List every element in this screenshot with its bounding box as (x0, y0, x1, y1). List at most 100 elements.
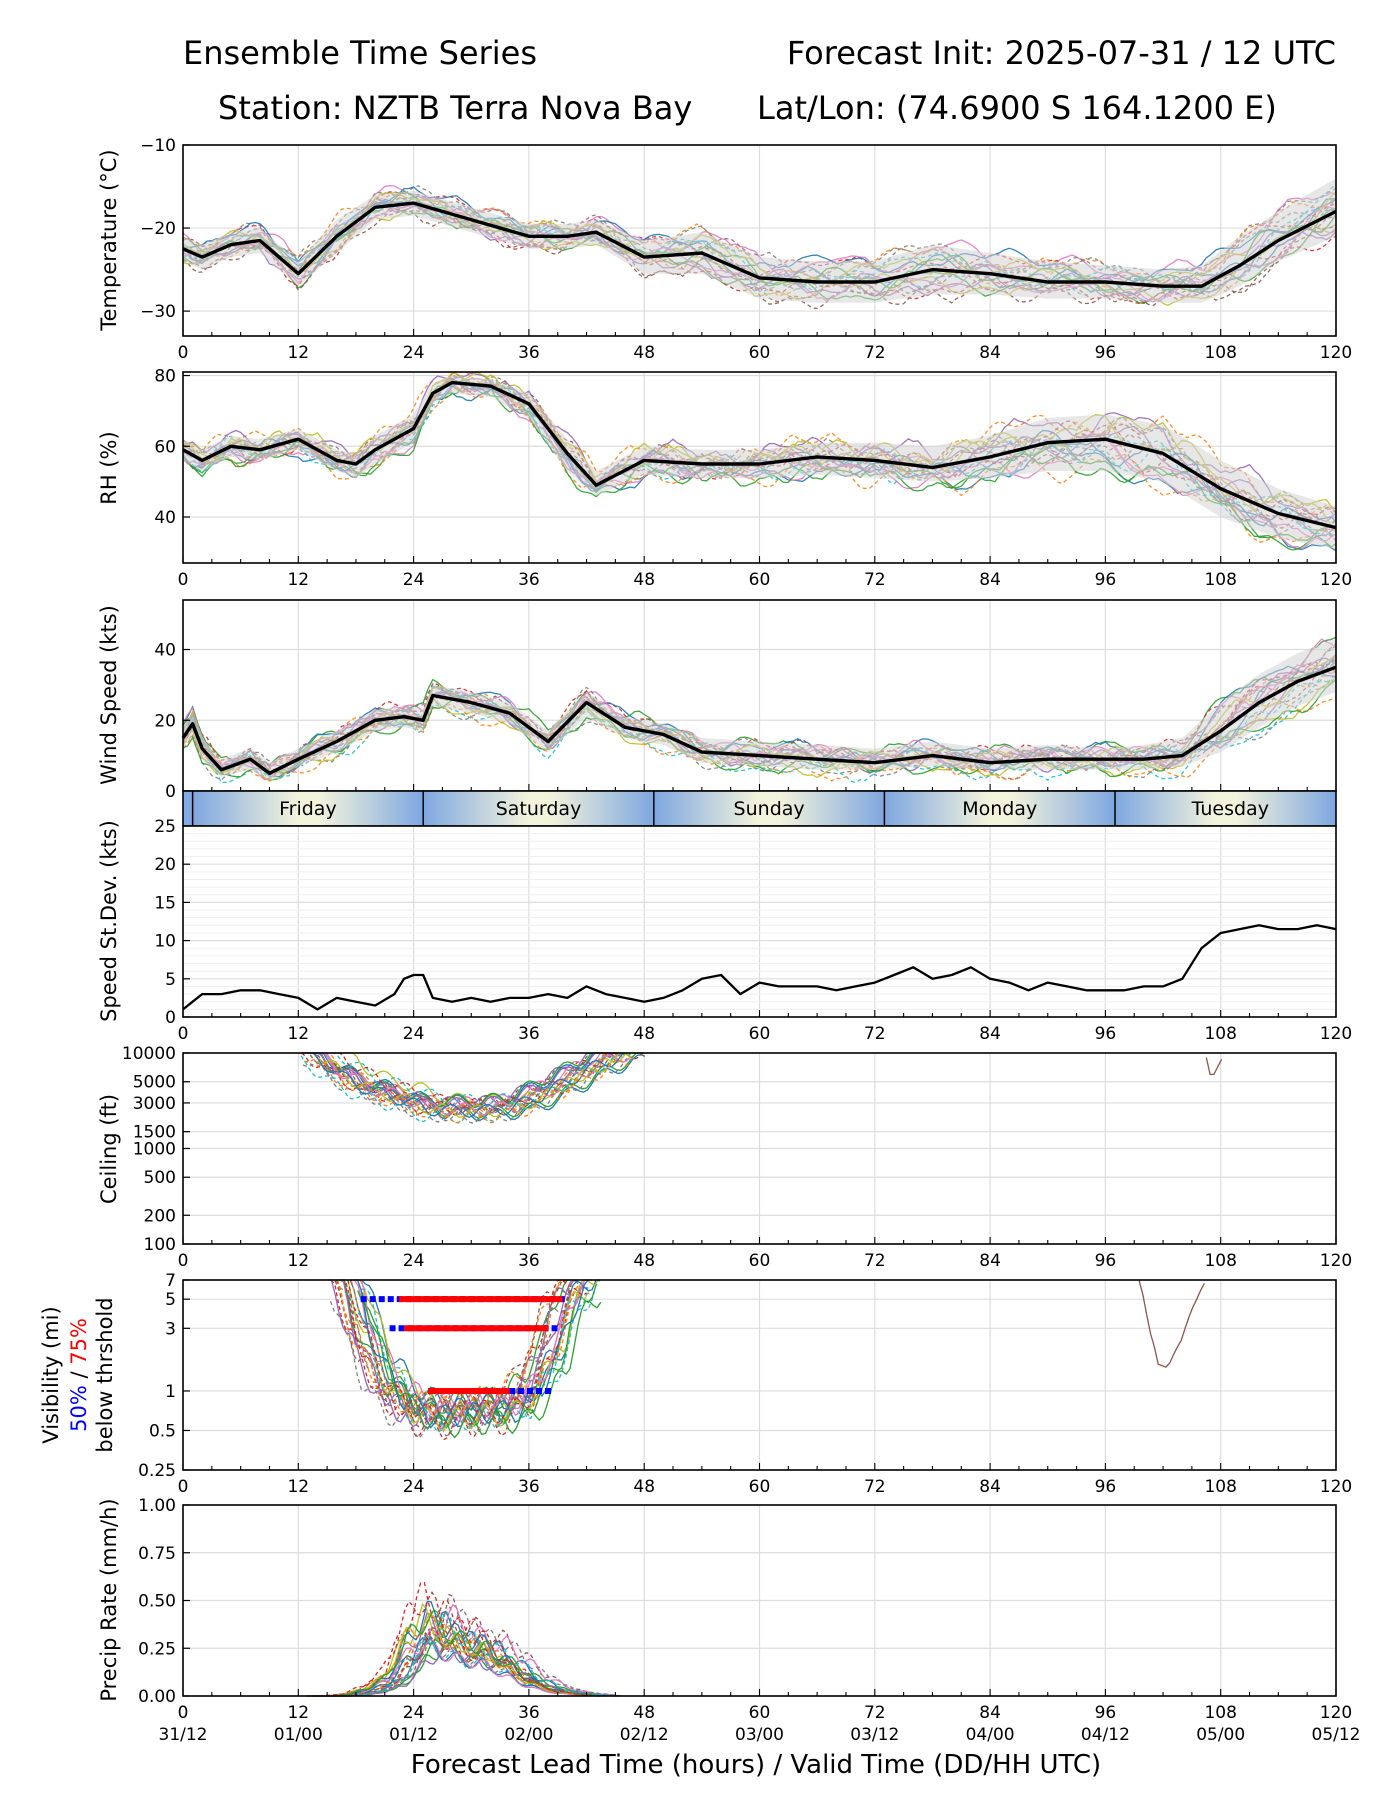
temperature-xtick-label: 84 (979, 343, 1001, 363)
wind-ytick-label: 20 (154, 711, 176, 731)
ceiling-xtick-label: 24 (403, 1251, 425, 1271)
ceiling-xtick-label: 72 (864, 1251, 886, 1271)
ceiling-xtick-label: 96 (1095, 1251, 1117, 1271)
ceiling-ytick-label: 100 (144, 1235, 176, 1255)
station-latlon: Lat/Lon: (74.6900 S 164.1200 E) (757, 89, 1277, 127)
temperature-xtick-label: 72 (864, 343, 886, 363)
ceiling-member-line (316, 1059, 633, 1124)
wind-mean-line (181, 665, 1337, 775)
day-label: Monday (962, 798, 1037, 820)
ceiling-member-line (309, 1052, 626, 1115)
rh-xtick-label: 48 (633, 570, 655, 590)
temperature-xtick-label: 108 (1204, 343, 1236, 363)
temperature-xtick-label: 0 (178, 343, 189, 363)
visibility-member-line (330, 1279, 570, 1423)
temperature-xtick-label: 60 (749, 343, 771, 363)
speed-stdev-line (182, 924, 1337, 1011)
ceiling-member-line (314, 1055, 631, 1124)
precip-xtick-label: 60 (749, 1703, 771, 1723)
speed-stdev-xtick-label: 60 (749, 1024, 771, 1044)
rh-ytick-label: 60 (154, 437, 176, 457)
ceiling-member-line (311, 1052, 627, 1118)
speed-stdev-ytick-label: 15 (154, 893, 176, 913)
speed-stdev-xtick-label: 12 (287, 1024, 309, 1044)
precip-xtick-label: 12 (287, 1703, 309, 1723)
ceiling-member-line (302, 1056, 619, 1122)
day-label: Friday (279, 798, 337, 820)
visibility-xtick-label: 96 (1095, 1477, 1117, 1497)
valid-time-label: 01/00 (274, 1725, 323, 1745)
forecast-init: Forecast Init: 2025-07-31 / 12 UTC (787, 34, 1336, 72)
speed-stdev-ytick-label: 0 (165, 1008, 176, 1028)
ceiling-xtick-label: 60 (749, 1251, 771, 1271)
temperature-ytick-label: −30 (140, 302, 176, 322)
rh-xtick-label: 12 (287, 570, 309, 590)
ceiling-xtick-label: 0 (178, 1251, 189, 1271)
rh-xtick-label: 72 (864, 570, 886, 590)
valid-time-label: 05/00 (1196, 1725, 1245, 1745)
ceiling-xtick-label: 36 (518, 1251, 540, 1271)
visibility-xtick-label: 48 (633, 1477, 655, 1497)
precip-xtick-label: 72 (864, 1703, 886, 1723)
valid-time-label: 31/12 (159, 1725, 208, 1745)
ceiling-ytick-label: 10000 (122, 1044, 176, 1064)
ceiling-member-line (304, 1052, 620, 1118)
precip-xtick-label: 84 (979, 1703, 1001, 1723)
ceiling-xtick-label: 12 (287, 1251, 309, 1271)
ceiling-member-line (1205, 1057, 1223, 1076)
rh-ytick-label: 40 (154, 508, 176, 528)
speed-stdev-ytick-label: 10 (154, 932, 176, 952)
valid-time-label: 03/12 (850, 1725, 899, 1745)
speed-stdev-xtick-label: 0 (178, 1024, 189, 1044)
speed-stdev-xtick-label: 96 (1095, 1024, 1117, 1044)
valid-time-label: 05/12 (1312, 1725, 1361, 1745)
ceiling-ytick-label: 200 (144, 1206, 176, 1226)
visibility-ytick-label: 0.5 (149, 1421, 176, 1441)
precip-xtick-label: 108 (1204, 1703, 1236, 1723)
speed-stdev-ytick-label: 25 (154, 817, 176, 837)
ceiling-member-line (300, 1054, 617, 1124)
visibility-member-line (334, 1279, 574, 1421)
temperature-ylabel: Temperature (°C) (97, 149, 121, 331)
temperature-xtick-label: 12 (287, 343, 309, 363)
speed-stdev-xtick-label: 84 (979, 1024, 1001, 1044)
speed-stdev-xtick-label: 24 (403, 1024, 425, 1044)
valid-time-label: 01/12 (389, 1725, 438, 1745)
wind-spread-band (183, 638, 1336, 781)
precip-member-line (310, 1609, 599, 1697)
visibility-xtick-label: 84 (979, 1477, 1001, 1497)
day-segment-lead (183, 791, 193, 826)
wind-ytick-label: 40 (154, 641, 176, 661)
speed-stdev-ytick-label: 5 (165, 970, 176, 990)
precip-xtick-label: 120 (1320, 1703, 1352, 1723)
visibility-member-line (330, 1279, 571, 1431)
precip-ylabel: Precip Rate (mm/h) (97, 1498, 121, 1701)
precip-xtick-label: 36 (518, 1703, 540, 1723)
visibility-member-line (347, 1281, 587, 1431)
rh-xtick-label: 84 (979, 570, 1001, 590)
temperature-spread-band (183, 178, 1336, 303)
visibility-ytick-label: 1 (165, 1382, 176, 1402)
wind-panel: 0 20 40 (154, 599, 1337, 802)
visibility-ytick-label: 5 (165, 1290, 176, 1310)
visibility-ytick-label: 7 (165, 1271, 176, 1291)
precip-xtick-label: 0 (178, 1703, 189, 1723)
precip-xtick-label: 48 (633, 1703, 655, 1723)
temperature-mean-line (182, 201, 1337, 288)
day-segment (653, 791, 885, 826)
visibility-ytick-label: 0.25 (138, 1461, 176, 1481)
precip-member-line (306, 1612, 595, 1697)
temperature-xtick-label: 120 (1320, 343, 1352, 363)
ceiling-ylabel: Ceiling (ft) (97, 1094, 121, 1204)
precip-member-line (305, 1591, 594, 1697)
temperature-xtick-label: 96 (1095, 343, 1117, 363)
rh-spread-band (183, 375, 1336, 549)
rh-ylabel: RH (%) (97, 431, 121, 504)
precip-member-line (328, 1611, 617, 1697)
precip-panel: 0.00 0.25 0.50 0.75 1.00 0 12 24 36 48 60 72 84 96 108… (138, 1496, 1360, 1745)
visibility-xtick-label: 108 (1204, 1477, 1236, 1497)
speed-stdev-xtick-label: 48 (633, 1024, 655, 1044)
visibility-xtick-label: 60 (749, 1477, 771, 1497)
